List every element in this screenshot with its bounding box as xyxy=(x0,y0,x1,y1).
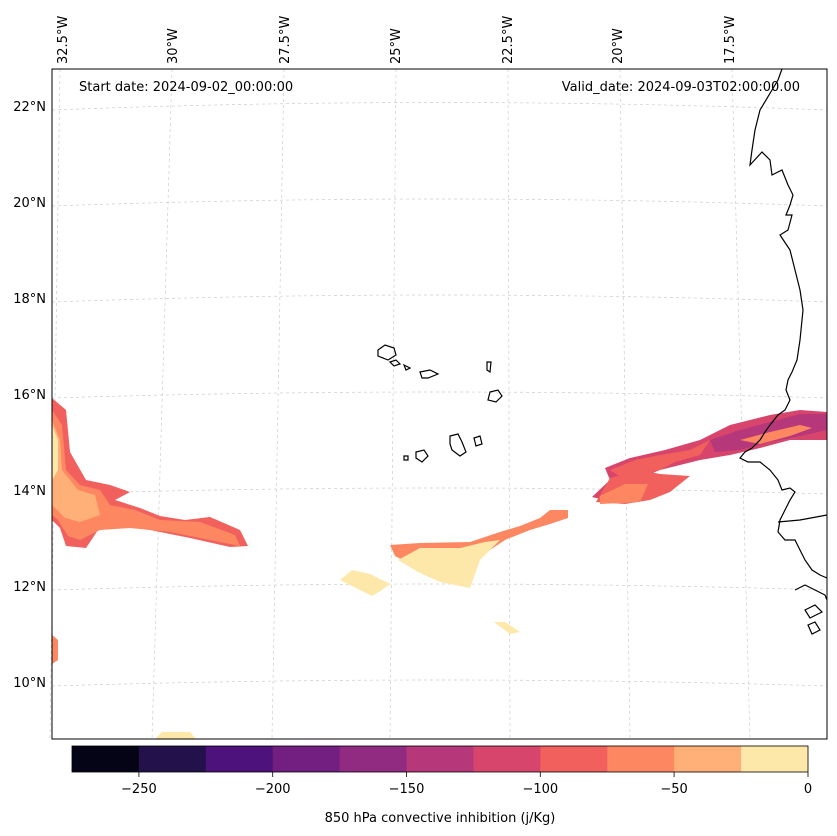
guinea-bissau-coast xyxy=(794,584,828,635)
lon-label-32-5w: 32.5°W xyxy=(56,16,71,64)
map-area xyxy=(52,69,827,739)
start-date-annotation: Start date: 2024-09-02_00:00:00 xyxy=(79,80,293,95)
colorbar-segment xyxy=(473,746,541,772)
cin-contours xyxy=(52,398,827,739)
lat-label-10n: 10°N xyxy=(13,676,46,691)
colorbar-tick-minus100: −100 xyxy=(522,782,558,797)
colorbar-segment xyxy=(540,746,608,772)
fogo-island xyxy=(415,449,429,463)
lon-label-20w: 20°W xyxy=(611,28,626,64)
colorbar-segment xyxy=(339,746,408,772)
lat-label-22n: 22°N xyxy=(13,100,46,115)
lat-label-12n: 12°N xyxy=(13,580,46,595)
cin-region-west-south xyxy=(52,635,58,664)
valid-date-annotation: Valid_date: 2024-09-03T02:00:00.00 xyxy=(562,80,800,95)
colorbar-segment xyxy=(205,746,274,772)
colorbar-ticks xyxy=(138,772,809,777)
brava-island xyxy=(403,455,409,461)
colorbar-segment xyxy=(741,746,809,772)
cin-region-east-light xyxy=(740,425,812,444)
boa-vista-island xyxy=(487,389,503,403)
lat-label-14n: 14°N xyxy=(13,484,46,499)
map-frame xyxy=(51,68,828,740)
sao-vicente-island xyxy=(388,359,402,367)
sao-nicolau-island xyxy=(419,369,440,379)
africa-coastline xyxy=(739,68,828,579)
colorbar-tick-minus150: −150 xyxy=(389,782,425,797)
lat-label-18n: 18°N xyxy=(13,292,46,307)
santa-luzia-island xyxy=(402,363,412,371)
lon-label-17-5w: 17.5°W xyxy=(723,16,738,64)
cin-region-east-inner xyxy=(610,440,710,478)
lon-label-27-5w: 27.5°W xyxy=(278,16,293,64)
longitude-labels: 32.5°W 30°W 27.5°W 25°W 22.5°W 20°W 17.5… xyxy=(56,16,738,64)
colorbar-tick-minus200: −200 xyxy=(255,782,291,797)
lon-label-30w: 30°W xyxy=(166,28,181,64)
gambia-river xyxy=(777,514,828,523)
colorbar-segment xyxy=(272,746,341,772)
cin-region-central-south xyxy=(494,622,520,634)
cin-region-east-orange xyxy=(600,484,648,504)
cin-region-sw-light xyxy=(155,732,196,739)
santiago-island xyxy=(449,433,467,457)
lon-label-25w: 25°W xyxy=(389,28,404,64)
colorbar-tick-labels: −250 −200 −150 −100 −50 0 xyxy=(121,782,812,797)
colorbar-segment xyxy=(607,746,675,772)
colorbar-segment xyxy=(138,746,207,772)
colorbar-tick-0: 0 xyxy=(804,782,812,797)
colorbar-tick-minus250: −250 xyxy=(121,782,157,797)
colorbar-segment xyxy=(674,746,742,772)
lat-label-16n: 16°N xyxy=(13,388,46,403)
colorbar-tick-minus50: −50 xyxy=(660,782,687,797)
lon-label-22-5w: 22.5°W xyxy=(501,16,516,64)
cin-region-central-light xyxy=(398,540,500,588)
colorbar-frame xyxy=(71,745,809,773)
sal-island xyxy=(486,361,492,374)
colorbar-segment xyxy=(72,746,140,772)
coastlines xyxy=(377,68,828,635)
maio-island xyxy=(473,435,483,447)
lat-label-20n: 20°N xyxy=(13,196,46,211)
latitude-labels: 22°N 20°N 18°N 16°N 14°N 12°N 10°N xyxy=(13,100,46,691)
cin-region-west-core xyxy=(52,420,100,522)
santo-antao-island xyxy=(377,344,397,361)
colorbar-segment xyxy=(406,746,474,772)
colorbar xyxy=(72,746,809,772)
cin-region-west-light xyxy=(52,425,58,480)
cin-region-central-west xyxy=(340,570,390,596)
colorbar-label: 850 hPa convective inhibition (j/Kg) xyxy=(325,811,556,826)
